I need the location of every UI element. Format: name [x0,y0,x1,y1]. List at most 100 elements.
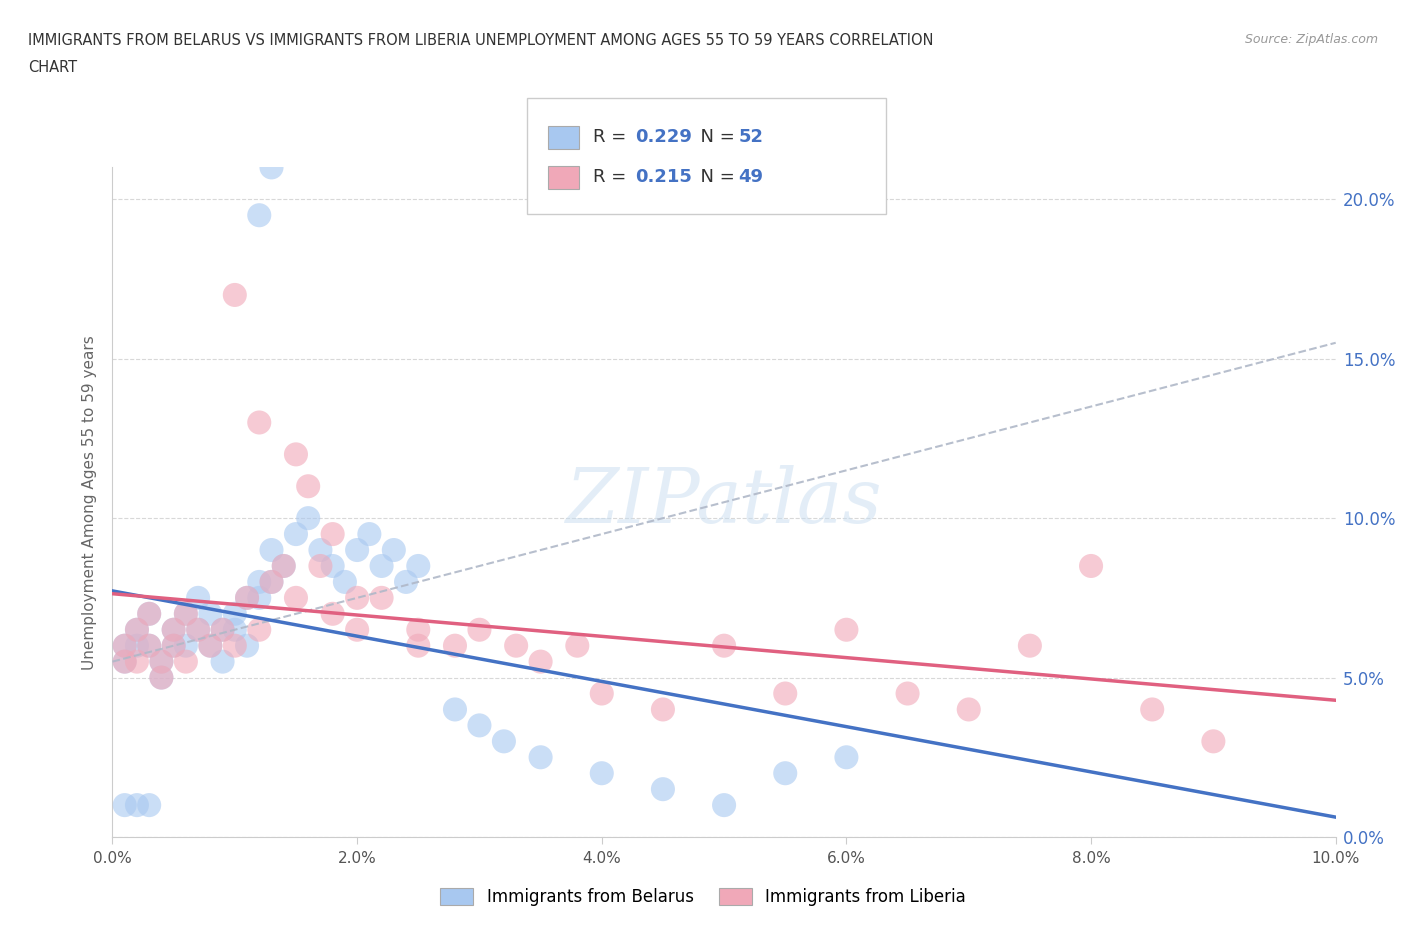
Point [125,638,148,653]
Point [1202,734,1225,749]
Point [163,638,186,653]
Point [200,606,222,621]
Point [1080,559,1102,574]
Point [236,591,259,605]
Point [211,654,233,669]
Point [260,575,283,590]
Point [652,782,675,797]
Text: 52: 52 [738,128,763,146]
Point [297,511,319,525]
Point [322,559,344,574]
Point [260,160,283,175]
Point [163,622,186,637]
Point [395,575,418,590]
Point [1018,638,1040,653]
Point [224,606,246,621]
Point [224,622,246,637]
Point [247,415,270,430]
Point [713,638,735,653]
Point [567,638,589,653]
Point [652,702,675,717]
Point [114,638,136,653]
Point [187,591,209,605]
Point [591,686,613,701]
Point [835,622,858,637]
Point [530,750,553,764]
Point [211,622,233,637]
Point [125,622,148,637]
Point [444,702,467,717]
Point [333,575,356,590]
Point [346,542,368,557]
Point [150,671,173,685]
Text: N =: N = [689,168,741,186]
Point [444,638,467,653]
Point [150,654,173,669]
Text: CHART: CHART [28,60,77,75]
Point [322,526,344,541]
Text: N =: N = [689,128,741,146]
Point [370,591,392,605]
Point [138,798,160,813]
Point [322,606,344,621]
Point [897,686,920,701]
Point [309,542,332,557]
Y-axis label: Unemployment Among Ages 55 to 59 years: Unemployment Among Ages 55 to 59 years [82,335,97,670]
Point [775,765,797,780]
Point [408,559,430,574]
Point [138,638,160,653]
Point [114,798,136,813]
Point [359,526,381,541]
Point [224,638,246,653]
Point [150,654,173,669]
Point [138,606,160,621]
Point [835,750,858,764]
Point [957,702,980,717]
Point [174,606,197,621]
Point [247,591,270,605]
Point [163,638,186,653]
Point [138,638,160,653]
Point [530,654,553,669]
Text: IMMIGRANTS FROM BELARUS VS IMMIGRANTS FROM LIBERIA UNEMPLOYMENT AMONG AGES 55 TO: IMMIGRANTS FROM BELARUS VS IMMIGRANTS FR… [28,33,934,47]
Point [297,479,319,494]
Text: 49: 49 [738,168,763,186]
Point [211,622,233,637]
Point [468,718,491,733]
Point [174,606,197,621]
Point [492,734,515,749]
Point [591,765,613,780]
Point [200,638,222,653]
Point [114,654,136,669]
Text: R =: R = [593,168,633,186]
Point [138,606,160,621]
Point [247,622,270,637]
Point [382,542,405,557]
Point [1142,702,1164,717]
Point [236,591,259,605]
Point [174,638,197,653]
Text: 0.215: 0.215 [636,168,692,186]
Point [114,638,136,653]
Point [114,654,136,669]
Point [713,798,735,813]
Point [284,447,308,462]
Point [284,591,308,605]
Text: R =: R = [593,128,633,146]
Legend: Immigrants from Belarus, Immigrants from Liberia: Immigrants from Belarus, Immigrants from… [433,881,973,912]
Text: 0.229: 0.229 [636,128,692,146]
Point [236,638,259,653]
Point [187,622,209,637]
Point [370,559,392,574]
Point [260,542,283,557]
Point [309,559,332,574]
Point [468,622,491,637]
Point [125,622,148,637]
Point [408,638,430,653]
Text: Source: ZipAtlas.com: Source: ZipAtlas.com [1244,33,1378,46]
Point [505,638,527,653]
Point [224,287,246,302]
Point [284,526,308,541]
Point [273,559,295,574]
Point [200,638,222,653]
